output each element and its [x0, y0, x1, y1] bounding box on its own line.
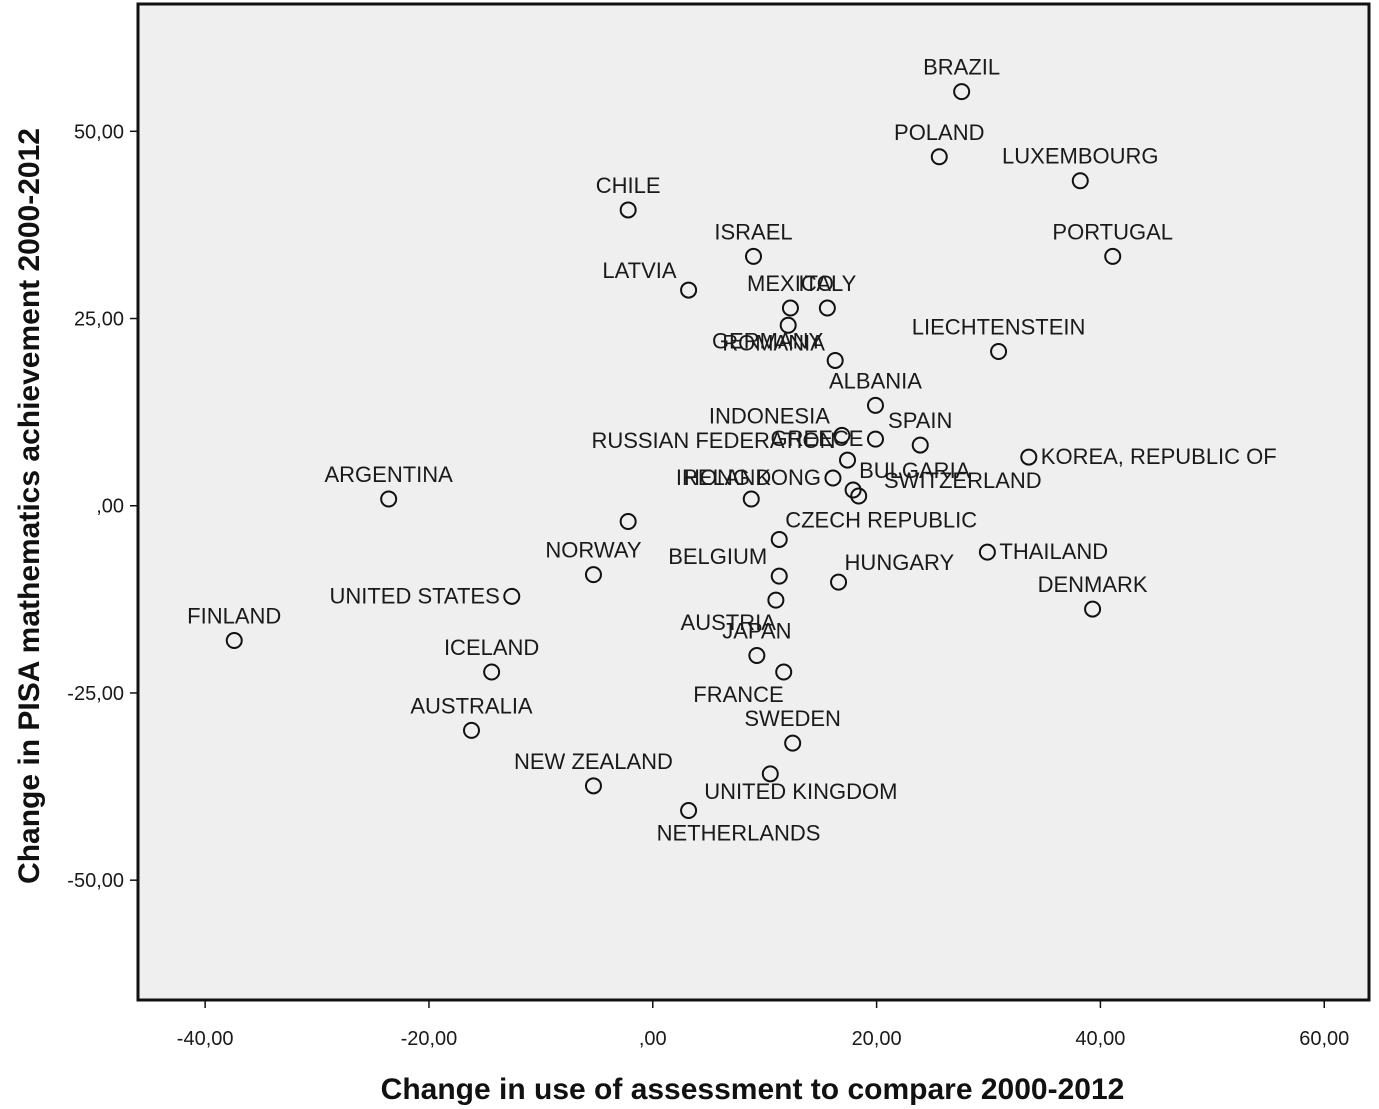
point-label: NORWAY — [545, 538, 641, 563]
data-point — [1104, 247, 1122, 265]
point-label: NETHERLANDS — [657, 821, 821, 846]
point-label: KOREA, REPUBLIC OF — [1041, 444, 1277, 469]
point-label: NEW ZEALAND — [514, 749, 673, 774]
x-tick-label: 40,00 — [1075, 1028, 1125, 1050]
data-point — [779, 316, 797, 334]
x-axis-title: Change in use of assessment to compare 2… — [381, 1073, 1125, 1106]
data-points: BRAZIL POLAND LUXEMBOURG CHILE ISRAEL PORTUGA… — [187, 55, 1277, 846]
y-tick-label: 50,00 — [74, 121, 124, 143]
data-point — [978, 543, 996, 561]
point-label: INDONESIA — [709, 403, 830, 428]
data-point — [767, 591, 785, 609]
point-label: BULGARIA — [859, 458, 971, 483]
point-label: GERMANY — [712, 328, 824, 353]
data-point — [990, 342, 1008, 360]
point-label: UNITED STATES — [329, 583, 499, 608]
data-point — [866, 430, 884, 448]
data-point — [584, 566, 602, 584]
point-label: LATVIA — [602, 258, 677, 283]
y-tick-label: -50,00 — [67, 870, 124, 892]
point-label: HONG KONG — [684, 465, 821, 490]
data-point — [824, 469, 842, 487]
point-label: FINLAND — [187, 604, 281, 629]
data-point — [619, 512, 637, 530]
point-label: SPAIN — [888, 408, 952, 433]
data-point — [818, 299, 836, 317]
data-point — [844, 481, 862, 499]
data-point — [930, 148, 948, 166]
x-tick-label: 20,00 — [852, 1028, 902, 1050]
data-point — [775, 663, 793, 681]
plot-area — [136, 2, 1371, 1002]
point-label: DENMARK — [1038, 572, 1148, 597]
point-label: RUSSIAN FEDERATION — [591, 428, 835, 453]
x-tick-label: ,00 — [639, 1028, 667, 1050]
data-point — [781, 299, 799, 317]
axis-ticks: -40,00 -20,00 ,00 20,00 40,00 60,00 50,00 25,00… — [67, 121, 1349, 1050]
y-tick-label: ,00 — [96, 496, 124, 518]
y-tick-label: 25,00 — [74, 309, 124, 331]
data-point — [1071, 172, 1089, 190]
point-label: AUSTRIA — [681, 610, 777, 635]
data-point — [680, 281, 698, 299]
point-label: ALBANIA — [829, 368, 922, 393]
point-label: JAPAN — [722, 619, 791, 644]
data-point — [742, 490, 760, 508]
data-point — [770, 567, 788, 585]
point-label: ISRAEL — [714, 219, 792, 244]
data-point — [483, 663, 501, 681]
data-point — [784, 734, 802, 752]
point-label: ITALY — [798, 271, 856, 296]
data-point — [748, 647, 766, 665]
point-label: SWEDEN — [744, 706, 841, 731]
point-label: MEXICO — [747, 271, 834, 296]
point-label: PORTUGAL — [1052, 219, 1173, 244]
data-point — [225, 632, 243, 650]
point-label: SWITZERLAND — [884, 468, 1042, 493]
data-point — [826, 351, 844, 369]
point-label: BRAZIL — [923, 55, 1000, 80]
data-point — [619, 201, 637, 219]
point-label: IRELAND — [676, 465, 771, 490]
y-tick-label: -25,00 — [67, 683, 124, 705]
data-point — [833, 426, 851, 444]
data-point — [584, 777, 602, 795]
point-label: POLAND — [894, 120, 984, 145]
data-point — [866, 396, 884, 414]
x-tick-label: -20,00 — [401, 1028, 458, 1050]
point-label: CHILE — [596, 173, 661, 198]
data-point — [953, 83, 971, 101]
point-label: LIECHTENSTEIN — [912, 314, 1086, 339]
data-point — [770, 530, 788, 548]
y-axis-title: Change in PISA mathematics achievement 2… — [13, 128, 46, 884]
point-label: ROMANIA — [722, 330, 825, 355]
data-point — [761, 765, 779, 783]
data-point — [850, 487, 868, 505]
x-tick-label: -40,00 — [177, 1028, 234, 1050]
x-tick-label: 60,00 — [1299, 1028, 1349, 1050]
data-point — [839, 451, 857, 469]
point-label: ARGENTINA — [324, 462, 453, 487]
point-label: BELGIUM — [668, 544, 767, 569]
point-label: GREECE — [771, 426, 864, 451]
point-label: THAILAND — [999, 539, 1108, 564]
data-point — [462, 721, 480, 739]
data-point — [1084, 600, 1102, 618]
point-label: CZECH REPUBLIC — [785, 507, 977, 532]
data-point — [745, 247, 762, 265]
data-point — [503, 587, 521, 605]
point-label: HUNGARY — [845, 550, 955, 575]
point-label: FRANCE — [693, 682, 783, 707]
data-point — [680, 802, 698, 820]
data-point — [380, 490, 398, 508]
data-point — [1020, 448, 1038, 466]
data-point — [830, 573, 848, 591]
point-label: UNITED KINGDOM — [704, 779, 897, 804]
data-point — [911, 436, 929, 454]
point-label: LUXEMBOURG — [1002, 144, 1158, 169]
point-label: AUSTRALIA — [410, 693, 533, 718]
point-label: ICELAND — [444, 635, 539, 660]
